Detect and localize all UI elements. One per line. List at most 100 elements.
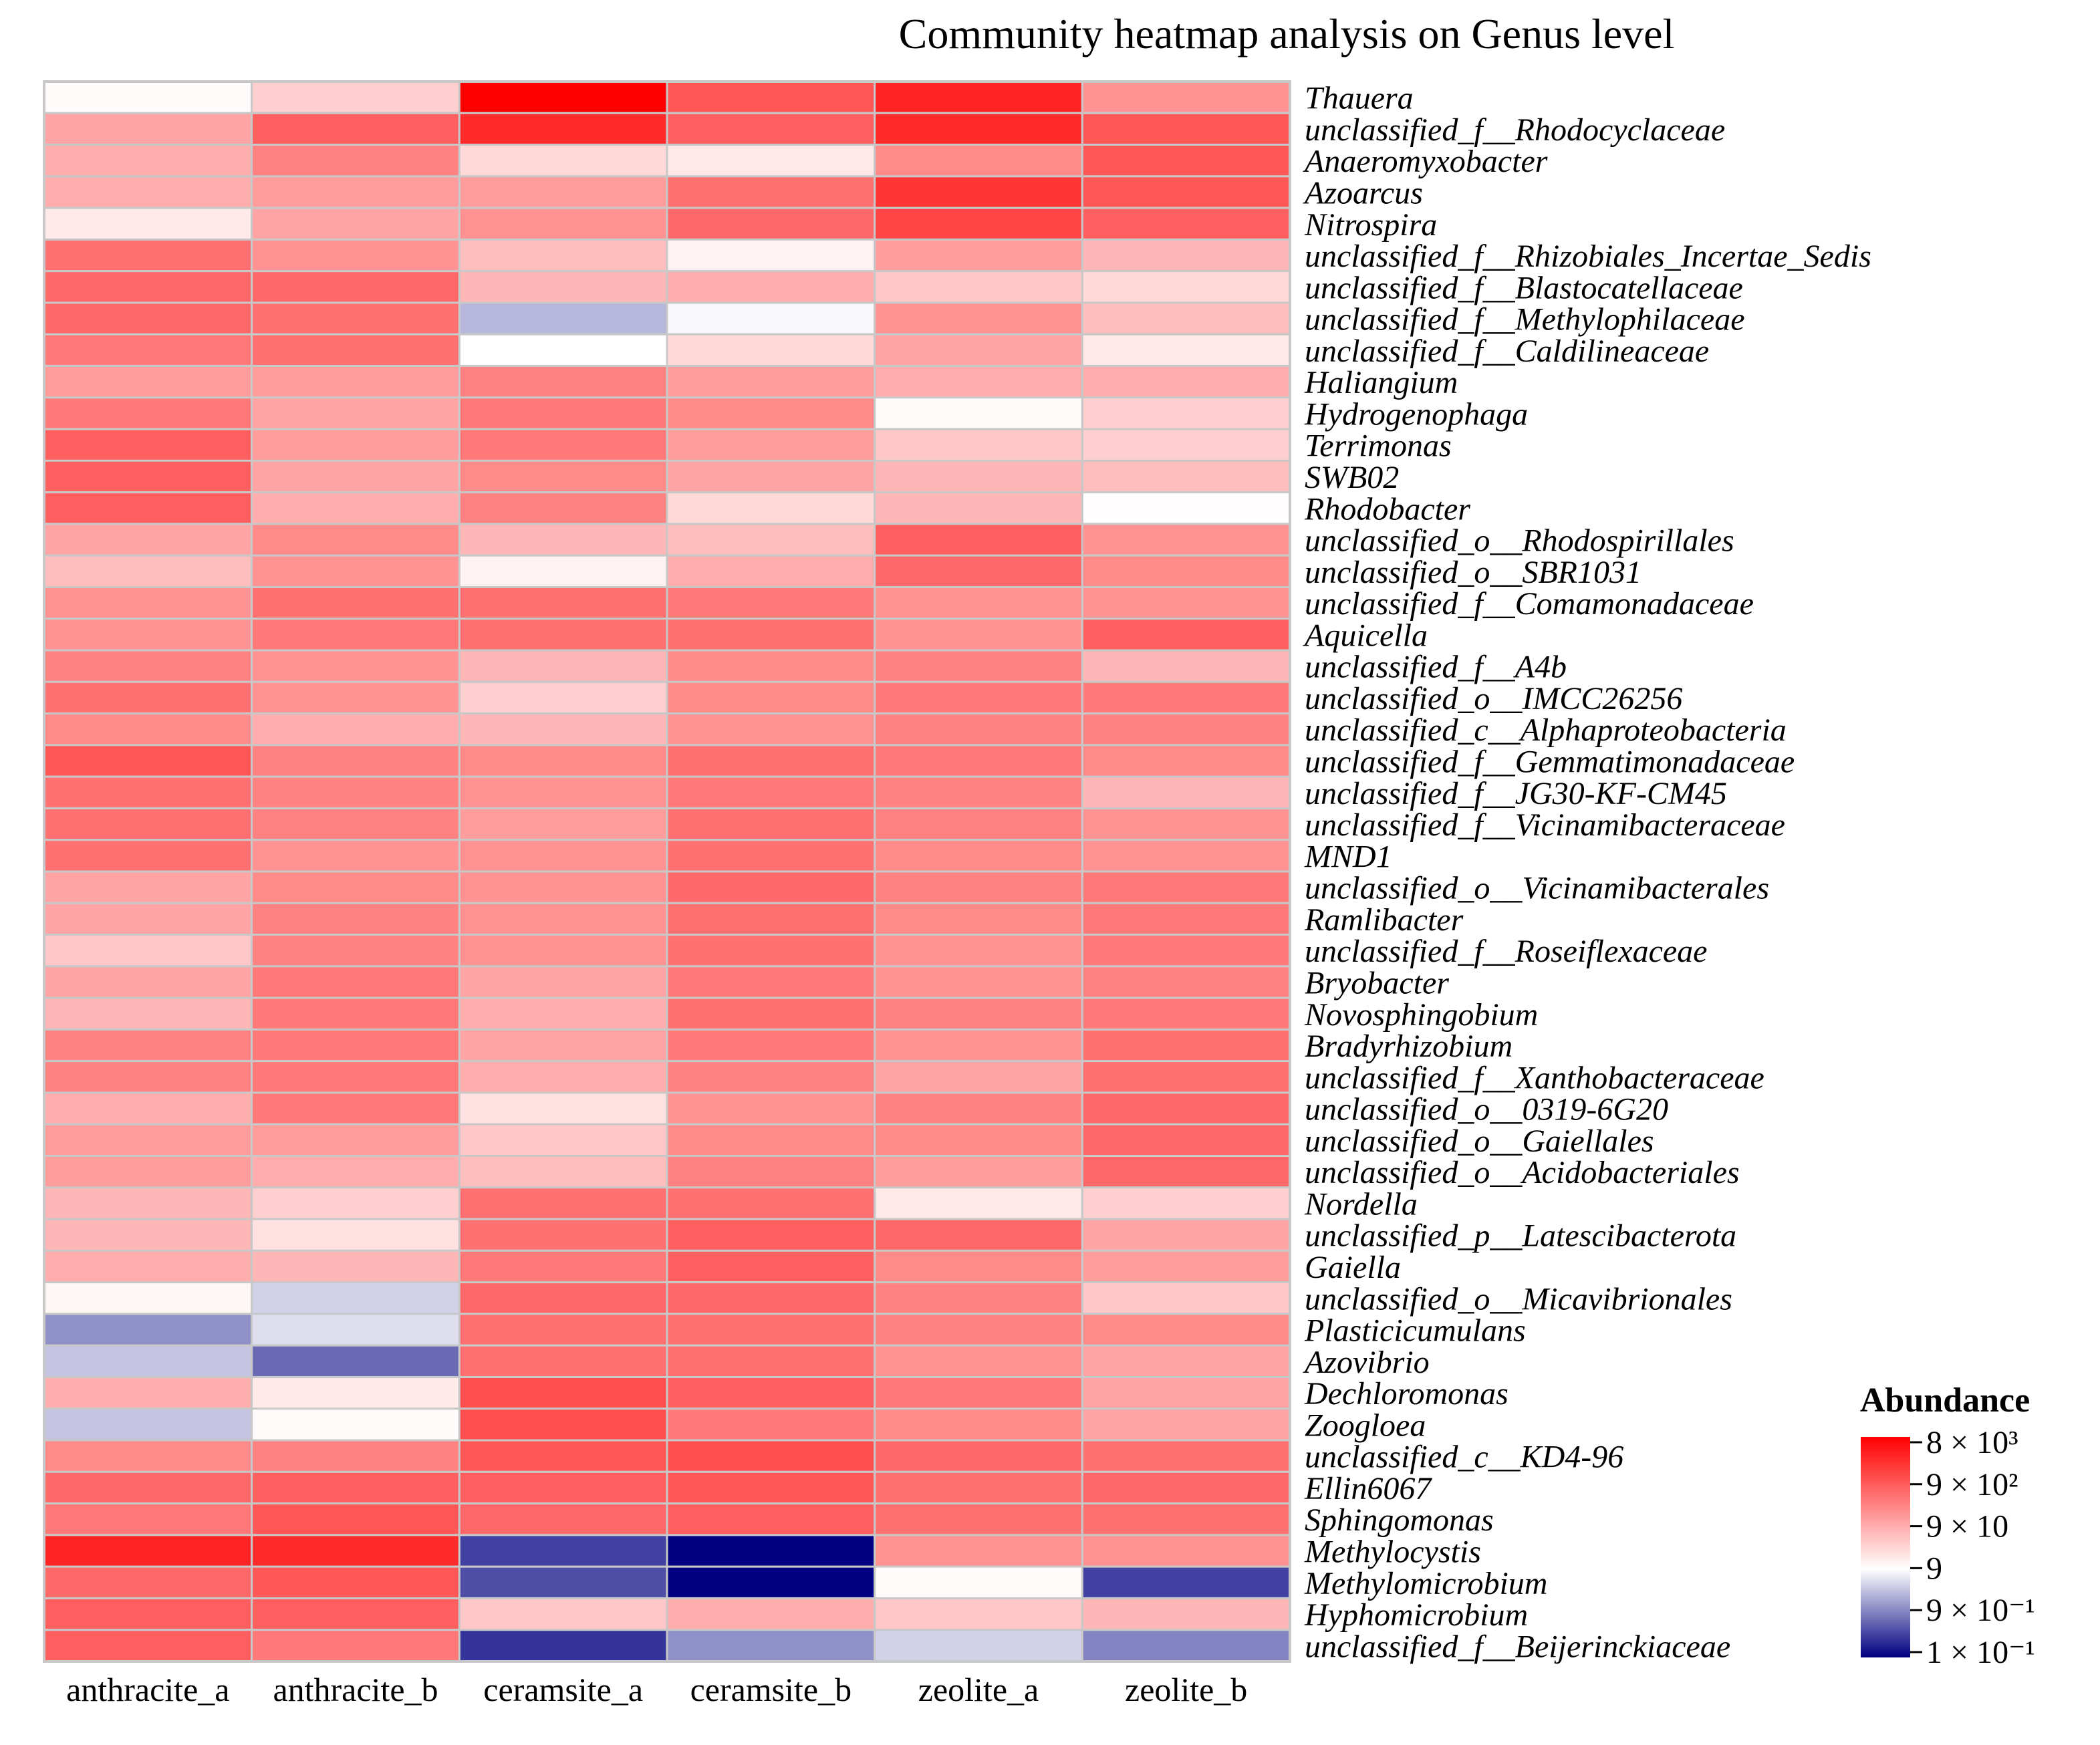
heatmap-cell bbox=[458, 112, 668, 146]
row-label: Sphingomonas bbox=[1305, 1502, 1494, 1538]
row-label: unclassified_f__Vicinamibacteraceae bbox=[1305, 807, 1785, 843]
heatmap-cell bbox=[874, 365, 1083, 399]
heatmap-cell bbox=[458, 1534, 668, 1568]
row-label: unclassified_o__Rhodospirillales bbox=[1305, 523, 1734, 559]
heatmap-cell bbox=[43, 428, 253, 462]
heatmap-cell bbox=[874, 238, 1083, 273]
heatmap-cell bbox=[43, 207, 253, 241]
heatmap-cell bbox=[458, 585, 668, 620]
heatmap-cell bbox=[251, 523, 461, 557]
row-label: Nordella bbox=[1304, 1186, 1418, 1222]
legend-tick-label: 9 × 10² bbox=[1926, 1467, 2018, 1502]
row-label: unclassified_o__0319-6G20 bbox=[1305, 1092, 1668, 1127]
heatmap-cell bbox=[43, 301, 253, 335]
heatmap-cell bbox=[43, 1375, 253, 1410]
row-label: Azovibrio bbox=[1303, 1345, 1430, 1380]
heatmap-cell bbox=[1081, 1534, 1291, 1568]
heatmap-cell bbox=[666, 523, 876, 557]
heatmap-cell bbox=[458, 554, 668, 588]
heatmap-cell bbox=[1081, 301, 1291, 335]
heatmap-cell bbox=[666, 807, 876, 841]
heatmap-cell bbox=[874, 1565, 1083, 1599]
row-label: unclassified_f__Rhodocyclaceae bbox=[1305, 112, 1725, 148]
heatmap-cell bbox=[1081, 491, 1291, 525]
heatmap-cell bbox=[251, 459, 461, 494]
heatmap-cell bbox=[251, 965, 461, 999]
row-label: Anaeromyxobacter bbox=[1303, 144, 1548, 179]
heatmap-cell bbox=[666, 1313, 876, 1347]
heatmap-cell bbox=[1081, 238, 1291, 273]
heatmap-cell bbox=[251, 1344, 461, 1378]
heatmap-cell bbox=[251, 1218, 461, 1252]
heatmap-cell bbox=[251, 1155, 461, 1189]
heatmap-cell bbox=[251, 839, 461, 873]
heatmap-cell bbox=[458, 175, 668, 209]
heatmap-cell bbox=[666, 459, 876, 494]
heatmap-cell bbox=[666, 934, 876, 968]
heatmap-cell bbox=[874, 618, 1083, 652]
row-label: Haliangium bbox=[1304, 365, 1458, 400]
heatmap-cell bbox=[874, 428, 1083, 462]
heatmap-cell bbox=[1081, 839, 1291, 873]
heatmap-cell bbox=[874, 1502, 1083, 1536]
heatmap-cell bbox=[458, 744, 668, 778]
heatmap-cell bbox=[458, 1091, 668, 1125]
heatmap-cell bbox=[251, 301, 461, 335]
heatmap-cell bbox=[43, 491, 253, 525]
row-label: MND1 bbox=[1304, 839, 1392, 874]
heatmap-cell bbox=[1081, 775, 1291, 809]
legend-tick-label: 1 × 10⁻¹ bbox=[1926, 1635, 2035, 1670]
heatmap-cell bbox=[458, 144, 668, 178]
heatmap-cell bbox=[251, 902, 461, 936]
legend-colorbar bbox=[1861, 1437, 1910, 1657]
heatmap-cell bbox=[251, 1565, 461, 1599]
heatmap-cell bbox=[666, 839, 876, 873]
row-label: Thauera bbox=[1305, 81, 1414, 116]
heatmap-cell bbox=[666, 1091, 876, 1125]
row-label: unclassified_f__Roseiflexaceae bbox=[1305, 934, 1707, 969]
heatmap-cell bbox=[666, 1028, 876, 1063]
heatmap-cell bbox=[1081, 1060, 1291, 1094]
heatmap-cell bbox=[874, 1028, 1083, 1063]
row-label: unclassified_p__Latescibacterota bbox=[1305, 1218, 1736, 1254]
heatmap-cell bbox=[251, 1186, 461, 1220]
heatmap-cell bbox=[666, 1344, 876, 1378]
heatmap-cell bbox=[1081, 1597, 1291, 1631]
row-label: Aquicella bbox=[1303, 618, 1428, 653]
heatmap-cell bbox=[458, 1060, 668, 1094]
heatmap-cell bbox=[458, 1407, 668, 1442]
heatmap-cell bbox=[874, 585, 1083, 620]
row-label: unclassified_o__Acidobacteriales bbox=[1305, 1155, 1740, 1190]
heatmap-cell bbox=[43, 175, 253, 209]
heatmap-cell bbox=[666, 1375, 876, 1410]
heatmap-cell bbox=[874, 207, 1083, 241]
heatmap-cell bbox=[666, 1470, 876, 1505]
column-label: anthracite_a bbox=[66, 1671, 229, 1708]
heatmap-cell bbox=[1081, 996, 1291, 1031]
heatmap-cell bbox=[874, 1375, 1083, 1410]
heatmap-cell bbox=[874, 839, 1083, 873]
heatmap-cell bbox=[458, 207, 668, 241]
heatmap-cell bbox=[458, 996, 668, 1031]
row-label: Dechloromonas bbox=[1304, 1376, 1508, 1412]
heatmap-cell bbox=[874, 1123, 1083, 1158]
heatmap-cell bbox=[874, 712, 1083, 747]
heatmap-cell bbox=[874, 301, 1083, 335]
heatmap-cell bbox=[458, 1155, 668, 1189]
heatmap-cell bbox=[458, 1186, 668, 1220]
heatmap-frame bbox=[43, 80, 1291, 1663]
heatmap-cell bbox=[666, 144, 876, 178]
row-label: unclassified_f__JG30-KF-CM45 bbox=[1305, 776, 1727, 811]
heatmap-cell bbox=[666, 1155, 876, 1189]
row-label: Terrimonas bbox=[1305, 428, 1452, 464]
heatmap-cells bbox=[43, 80, 1291, 1663]
heatmap-cell bbox=[43, 1028, 253, 1063]
heatmap-cell bbox=[251, 396, 461, 430]
heatmap-cell bbox=[874, 491, 1083, 525]
heatmap-cell bbox=[43, 839, 253, 873]
heatmap-cell bbox=[458, 428, 668, 462]
heatmap-cell bbox=[874, 870, 1083, 904]
heatmap-cell bbox=[1081, 1344, 1291, 1378]
row-label: Nitrospira bbox=[1304, 207, 1437, 243]
heatmap-cell bbox=[251, 1249, 461, 1284]
